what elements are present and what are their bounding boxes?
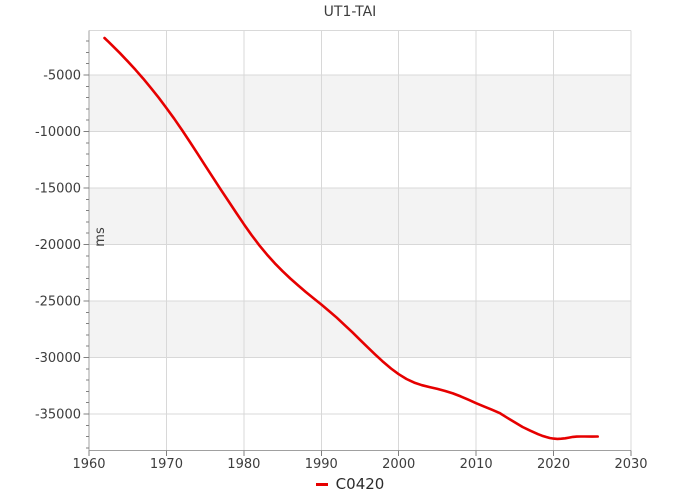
y-tick-label: -30000: [35, 351, 81, 366]
x-tick-label: 1960: [72, 457, 105, 472]
axis-ticks-layer: [83, 40, 632, 456]
y-tick-label: -35000: [35, 408, 81, 423]
gridlines-layer: [89, 30, 632, 451]
stripe-band: [89, 301, 631, 358]
axis-tick-labels-layer: -5000 -10000 -15000 -20000 -25000 -30000 -3500…: [35, 69, 648, 472]
x-tick-label: 2000: [382, 457, 415, 472]
x-tick-label: 1970: [150, 457, 183, 472]
plot-frame: [88, 30, 632, 451]
x-tick-label: 1980: [227, 457, 260, 472]
legend-line-swatch: [315, 482, 328, 486]
y-tick-label: -10000: [35, 125, 81, 140]
x-tick-label: 2020: [537, 457, 570, 472]
stripe-band: [89, 188, 631, 245]
x-tick-label: 1990: [305, 457, 338, 472]
y-tick-label: -15000: [35, 182, 81, 197]
stripe-bands-layer: [89, 75, 631, 358]
stripe-band: [89, 75, 631, 132]
x-tick-label: 2010: [460, 457, 493, 472]
y-tick-label: -5000: [43, 69, 81, 84]
chart-legend: C0420: [0, 475, 700, 493]
series-line-layer: [103, 36, 600, 441]
y-tick-label: -25000: [35, 295, 81, 310]
series-line-C0420: [103, 36, 600, 441]
legend-series-label: C0420: [335, 475, 385, 493]
y-tick-label: -20000: [35, 238, 81, 253]
chart-title: UT1-TAI: [323, 4, 377, 20]
x-tick-label: 2030: [614, 457, 647, 472]
y-axis-unit-label: ms: [93, 227, 108, 247]
